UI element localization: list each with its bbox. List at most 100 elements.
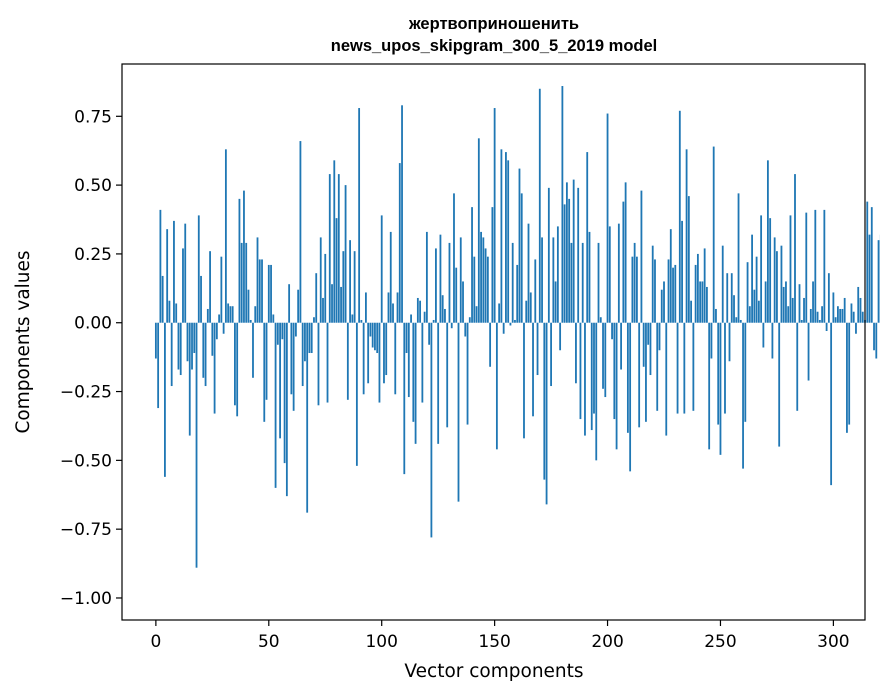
bar: [193, 322, 196, 354]
bar: [392, 303, 394, 323]
bar: [231, 306, 234, 323]
bar: [495, 322, 498, 450]
bar: [733, 295, 735, 323]
bar: [186, 322, 189, 362]
bar: [746, 262, 749, 323]
bar: [407, 322, 410, 398]
bar: [308, 322, 311, 354]
bar: [543, 322, 546, 480]
bar: [604, 322, 607, 398]
bar: [676, 322, 679, 414]
bar: [834, 317, 837, 323]
bar: [608, 226, 611, 323]
bar: [850, 303, 853, 323]
x-tick-label: 100: [365, 632, 397, 652]
bar: [780, 245, 783, 323]
bar: [218, 314, 221, 323]
bar: [766, 160, 769, 323]
bar: [846, 322, 848, 433]
bar: [694, 264, 697, 323]
bar: [642, 322, 645, 367]
bar: [256, 237, 259, 323]
bar: [527, 223, 530, 323]
chart-title-line-1: жертвоприношенить: [408, 15, 579, 33]
bar: [462, 281, 464, 323]
bar: [331, 284, 333, 323]
bar: [500, 149, 503, 323]
bar: [371, 322, 374, 348]
bar: [204, 322, 207, 387]
bar: [200, 275, 202, 323]
bar: [742, 322, 744, 469]
y-axis-label: Components values: [13, 250, 34, 433]
bar: [362, 322, 365, 395]
bar: [340, 286, 342, 323]
bar: [645, 322, 647, 422]
bar: [446, 322, 449, 428]
bar: [669, 229, 672, 323]
bar: [437, 322, 440, 444]
bar: [685, 149, 688, 323]
bar: [547, 187, 550, 323]
bar: [410, 314, 412, 323]
bar: [818, 319, 821, 323]
bar: [466, 322, 469, 425]
bar: [211, 322, 214, 356]
bar: [590, 322, 593, 431]
bar: [681, 220, 683, 323]
bar: [389, 231, 392, 323]
bar: [651, 245, 654, 323]
bar: [857, 286, 860, 323]
bar: [480, 231, 482, 323]
bar: [220, 256, 223, 323]
bar: [283, 322, 286, 464]
bar: [538, 88, 541, 323]
bar: [690, 300, 693, 323]
bar: [873, 322, 875, 351]
bar: [292, 322, 295, 411]
bar: [757, 300, 760, 323]
bar: [656, 322, 659, 411]
y-tick-label: −0.50: [60, 451, 112, 471]
bar: [843, 297, 846, 323]
bar: [450, 322, 453, 329]
bar: [222, 322, 225, 334]
bar: [405, 322, 408, 354]
bar: [279, 322, 281, 439]
bar: [602, 322, 604, 389]
bar: [710, 322, 713, 359]
bar: [712, 146, 715, 323]
y-tick-label: −1.00: [60, 589, 112, 609]
bar: [724, 322, 726, 414]
bar: [545, 322, 548, 505]
bar: [791, 297, 794, 323]
bar: [310, 322, 313, 354]
bar: [421, 322, 424, 403]
bar: [658, 322, 661, 351]
bar: [175, 303, 178, 323]
x-axis-label: Vector components: [404, 661, 583, 682]
bar: [563, 204, 566, 323]
bar: [692, 322, 695, 411]
bar: [798, 284, 801, 323]
bar: [215, 322, 218, 340]
bar: [166, 229, 169, 323]
bar: [177, 322, 180, 370]
bar: [344, 185, 347, 323]
bar: [274, 322, 277, 488]
bar: [414, 322, 417, 444]
bar: [247, 289, 250, 323]
bar: [349, 240, 351, 323]
bar: [577, 187, 580, 323]
bar: [369, 322, 372, 337]
bar: [435, 248, 437, 323]
bar: [502, 322, 505, 334]
bar: [721, 245, 724, 323]
bar: [529, 292, 532, 323]
bar: [523, 322, 525, 439]
bar: [157, 322, 160, 409]
bar: [245, 242, 248, 323]
bar: [599, 317, 602, 323]
bar: [706, 286, 708, 323]
bar: [726, 273, 729, 323]
